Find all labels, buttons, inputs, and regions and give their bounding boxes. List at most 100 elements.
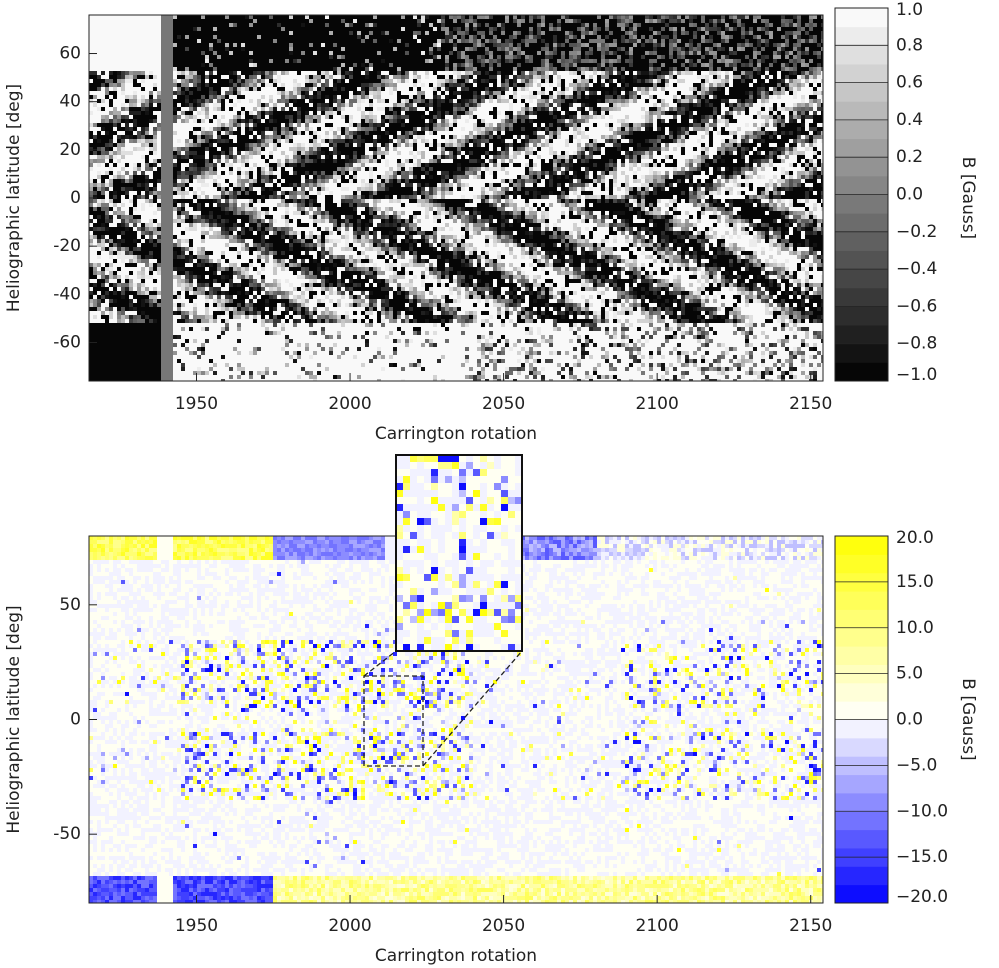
- colorbar-tick-label: −1.0: [896, 365, 937, 385]
- map-texture: [396, 462, 508, 637]
- colorbar-band: [835, 157, 888, 177]
- y-tick-label: 0: [70, 710, 81, 730]
- colorbar-band: [835, 119, 888, 140]
- colorbar-tick-label: 0.4: [896, 110, 923, 130]
- colorbar-band: [835, 101, 888, 121]
- colorbar-tick-label: 0.0: [896, 185, 923, 205]
- map-texture: [89, 15, 823, 381]
- colorbar-tick-label: −10.0: [896, 801, 948, 821]
- inset-frame: [395, 454, 523, 652]
- colorbar-band: [835, 774, 888, 794]
- colorbar-band: [835, 792, 888, 812]
- colorbar-tick-label: 0.0: [896, 710, 923, 730]
- colorbar-band: [835, 325, 888, 345]
- y-axis-label: Heliographic latitude [deg]: [4, 84, 24, 312]
- x-tick-label: 1950: [175, 916, 218, 936]
- x-tick-label: 2000: [328, 916, 371, 936]
- x-tick-label: 1950: [175, 394, 218, 414]
- colorbar-tick-label: −0.4: [896, 259, 937, 279]
- x-tick-label: 2100: [636, 916, 679, 936]
- colorbar-band: [835, 8, 888, 28]
- map-texture: [89, 536, 823, 876]
- colorbar-band: [835, 701, 888, 720]
- colorbar-tick-label: 20.0: [896, 528, 934, 548]
- map-texture: [396, 469, 466, 651]
- colorbar-band: [835, 175, 888, 195]
- y-tick-label: 50: [59, 595, 81, 615]
- x-tick-label: 2150: [789, 916, 832, 936]
- colorbar-band: [835, 63, 888, 84]
- colorbar-label: B [Gauss]: [958, 157, 978, 239]
- zoom-connector: [363, 650, 397, 677]
- colorbar-tick-label: 15.0: [896, 572, 934, 592]
- y-tick-label: -40: [53, 284, 81, 304]
- zoom-connector: [422, 650, 523, 767]
- x-tick-label: 2100: [636, 394, 679, 414]
- colorbar-band: [835, 250, 888, 270]
- x-axis-label: Carrington rotation: [375, 424, 537, 444]
- colorbar-band: [835, 682, 888, 702]
- colorbar-band: [835, 554, 888, 574]
- map-texture: [113, 588, 821, 852]
- colorbar-tick-label: −0.6: [896, 296, 937, 316]
- colorbar-band: [835, 646, 888, 665]
- map-texture: [89, 15, 823, 381]
- colorbar-tick-label: −0.8: [896, 334, 937, 354]
- colorbar-band: [835, 362, 888, 382]
- colorbar-band: [835, 138, 888, 158]
- map-texture: [597, 536, 823, 560]
- colorbar-band: [835, 45, 888, 65]
- colorbar-tick-label: 5.0: [896, 664, 923, 684]
- colorbar-band: [835, 194, 888, 214]
- map-texture: [403, 455, 522, 637]
- colorbar-band: [835, 627, 888, 647]
- y-tick-label: -50: [53, 824, 81, 844]
- colorbar-band: [835, 26, 888, 46]
- colorbar-tick-label: 0.2: [896, 147, 923, 167]
- x-tick-label: 2000: [328, 394, 371, 414]
- map-texture: [89, 536, 823, 903]
- map-texture: [89, 536, 823, 903]
- map-texture: [101, 536, 823, 836]
- colorbar-tick-label: 1.0: [896, 0, 923, 20]
- map-texture: [508, 644, 515, 651]
- colorbar-tick-label: −15.0: [896, 847, 948, 867]
- colorbar-band: [835, 269, 888, 289]
- colorbar-band: [835, 287, 888, 307]
- colorbar-band: [835, 737, 888, 757]
- colorbar-band: [835, 884, 888, 904]
- colorbar-band: [835, 343, 888, 363]
- colorbar-tick-label: 0.8: [896, 35, 923, 55]
- y-tick-label: 60: [59, 44, 81, 64]
- y-tick-label: -60: [53, 332, 81, 352]
- colorbar-tick-label: −0.2: [896, 222, 937, 242]
- y-tick-label: 40: [59, 92, 81, 112]
- x-tick-label: 2150: [789, 394, 832, 414]
- y-tick-label: 0: [70, 188, 81, 208]
- colorbar-label: B [Gauss]: [958, 678, 978, 760]
- colorbar-band: [835, 306, 888, 326]
- colorbar-band: [835, 609, 888, 629]
- colorbar-tick-label: −20.0: [896, 887, 948, 907]
- x-tick-label: 2050: [482, 394, 525, 414]
- map-texture: [161, 15, 173, 381]
- colorbar-tick-label: −5.0: [896, 755, 937, 775]
- x-axis-label: Carrington rotation: [375, 946, 537, 966]
- colorbar-band: [835, 231, 888, 251]
- colorbar-band: [835, 829, 888, 849]
- colorbar-tick-label: 0.6: [896, 73, 923, 93]
- colorbar-band: [835, 536, 888, 555]
- colorbar-band: [835, 719, 888, 739]
- zoom-box: [363, 675, 424, 767]
- y-axis-label: Heliographic latitude [deg]: [4, 605, 24, 833]
- map-texture: [403, 469, 522, 637]
- y-tick-label: 20: [59, 140, 81, 160]
- colorbar-band: [835, 591, 888, 610]
- colorbar-band: [835, 811, 888, 831]
- y-tick-label: -20: [53, 236, 81, 256]
- colorbar-band: [835, 213, 888, 233]
- colorbar-tick-label: 10.0: [896, 618, 934, 638]
- x-tick-label: 2050: [482, 916, 525, 936]
